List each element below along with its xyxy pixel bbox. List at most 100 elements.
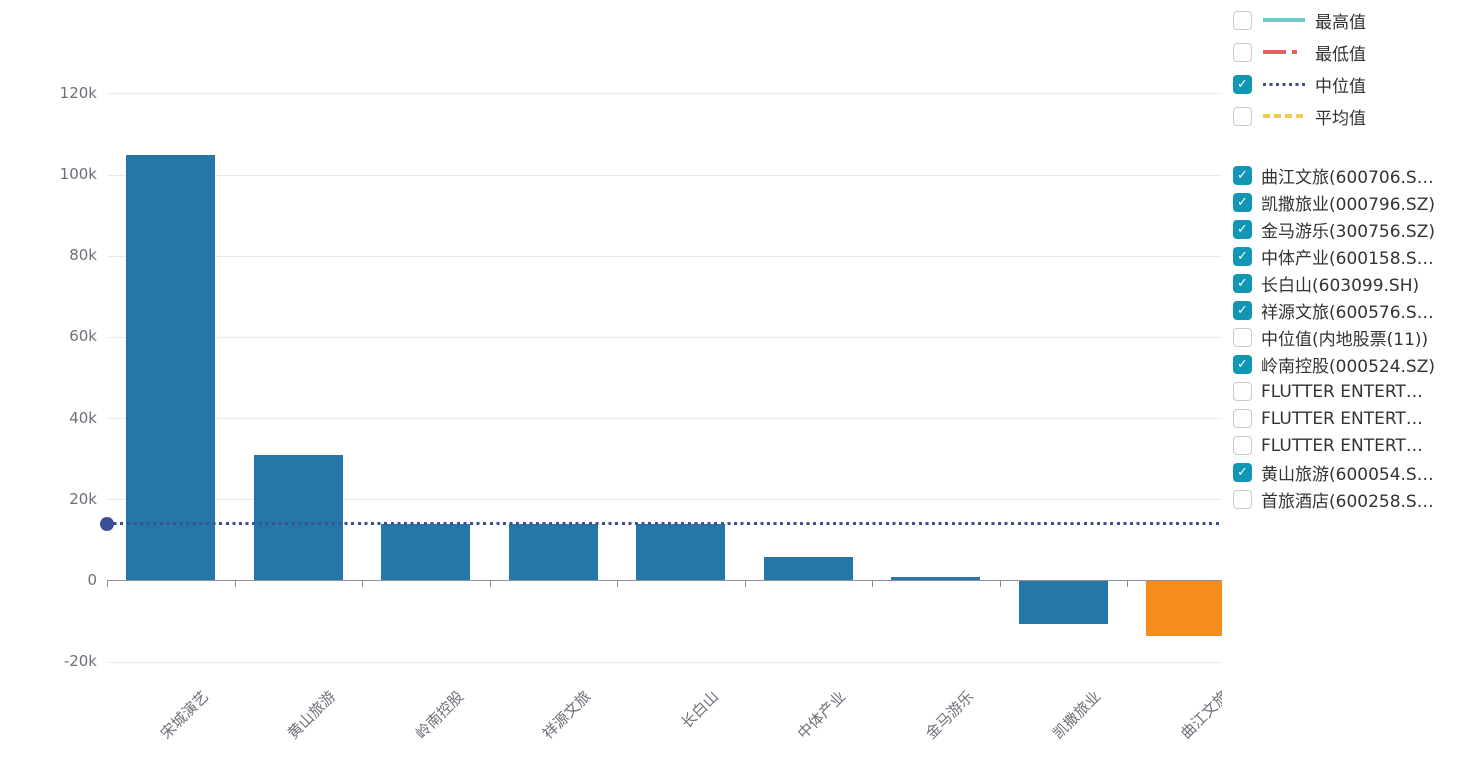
bar-长白山[interactable] bbox=[636, 524, 726, 581]
axis-tick bbox=[107, 581, 108, 587]
bar-chart-plot-area: 120k 100k 80k 60k 40k 20k 0 -20k 宋城演艺 黄山旅游 岭南控股 祥源文… bbox=[59, 83, 1222, 743]
series-checkbox[interactable]: ✓ bbox=[1233, 247, 1252, 266]
series-checkbox[interactable] bbox=[1233, 409, 1252, 428]
grid-line bbox=[107, 255, 1222, 257]
dashdot-line-sample-icon bbox=[1263, 50, 1305, 54]
metric-checkbox[interactable]: ✓ bbox=[1233, 74, 1252, 94]
bar-宋城演艺[interactable] bbox=[126, 154, 216, 581]
series-checkbox[interactable]: ✓ bbox=[1233, 463, 1252, 482]
dashed-line-sample-icon bbox=[1263, 114, 1305, 118]
series-legend-row[interactable]: FLUTTER ENTERT… bbox=[1233, 432, 1477, 459]
legend-metric-row[interactable]: 平均值 bbox=[1233, 100, 1477, 132]
grid-line bbox=[107, 418, 1222, 420]
bar-中体产业[interactable] bbox=[763, 556, 853, 581]
solid-line-sample-icon bbox=[1263, 18, 1305, 22]
series-legend-row[interactable]: 首旅酒店(600258.S… bbox=[1233, 486, 1477, 513]
series-legend-row[interactable]: ✓ 祥源文旅(600576.S… bbox=[1233, 297, 1477, 324]
series-checkbox[interactable] bbox=[1233, 382, 1252, 401]
bar-金马游乐[interactable] bbox=[891, 577, 981, 581]
grid-line bbox=[107, 336, 1222, 338]
series-label: 长白山(603099.SH) bbox=[1261, 276, 1420, 296]
bar-黄山旅游[interactable] bbox=[253, 454, 343, 581]
metric-label: 中位值 bbox=[1315, 76, 1366, 97]
bar-祥源文旅[interactable] bbox=[508, 524, 598, 581]
axis-tick bbox=[999, 581, 1001, 587]
metric-label: 最低值 bbox=[1315, 44, 1366, 65]
series-label: 曲江文旅(600706.S… bbox=[1261, 168, 1434, 188]
series-legend-row[interactable]: 中位值(内地股票(11)) bbox=[1233, 324, 1477, 351]
metric-checkbox[interactable] bbox=[1233, 106, 1252, 126]
metric-label: 平均值 bbox=[1315, 108, 1366, 129]
axis-tick bbox=[489, 581, 491, 587]
x-axis-label: 宋城演艺 bbox=[156, 687, 212, 743]
bar-岭南控股[interactable] bbox=[381, 523, 471, 581]
median-line-start-dot bbox=[100, 516, 114, 531]
x-axis-label: 长白山 bbox=[677, 687, 722, 732]
series-legend-row[interactable]: FLUTTER ENTERT… bbox=[1233, 378, 1477, 405]
series-checkbox[interactable]: ✓ bbox=[1233, 220, 1252, 239]
series-label: 金马游乐(300756.SZ) bbox=[1261, 222, 1436, 242]
metric-label: 最高值 bbox=[1315, 12, 1366, 33]
series-legend-row[interactable]: ✓ 金马游乐(300756.SZ) bbox=[1233, 216, 1477, 243]
grid-line bbox=[107, 174, 1222, 176]
y-axis-label: 100k bbox=[59, 165, 97, 183]
x-axis-label: 金马游乐 bbox=[921, 687, 977, 743]
x-axis-label: 岭南控股 bbox=[411, 687, 467, 743]
y-axis-label: 60k bbox=[69, 327, 97, 346]
axis-tick bbox=[872, 581, 873, 587]
dotted-line-sample-icon bbox=[1263, 82, 1305, 86]
axis-tick bbox=[362, 581, 363, 587]
series-checkbox[interactable]: ✓ bbox=[1233, 193, 1252, 212]
series-label: 凯撒旅业(000796.SZ) bbox=[1261, 195, 1436, 215]
y-axis-label: 80k bbox=[69, 246, 97, 265]
bar-凯撒旅业[interactable] bbox=[1018, 581, 1108, 625]
grid-line bbox=[107, 93, 1222, 95]
series-checkbox[interactable]: ✓ bbox=[1233, 166, 1252, 185]
y-axis-label: 40k bbox=[69, 408, 97, 427]
x-axis-label: 祥源文旅 bbox=[539, 687, 595, 743]
grid-line bbox=[107, 661, 1222, 663]
metric-checkbox[interactable] bbox=[1233, 10, 1252, 30]
y-axis-label: 0 bbox=[87, 571, 97, 589]
axis-tick bbox=[617, 581, 618, 587]
legend-metric-row[interactable]: 最高值 bbox=[1233, 4, 1477, 36]
series-checkbox[interactable]: ✓ bbox=[1233, 274, 1252, 293]
series-checkbox[interactable] bbox=[1233, 490, 1252, 509]
series-label: FLUTTER ENTERT… bbox=[1261, 381, 1423, 402]
series-checkbox[interactable] bbox=[1233, 436, 1252, 455]
series-label: 首旅酒店(600258.S… bbox=[1261, 492, 1434, 512]
series-legend-row[interactable]: ✓ 长白山(603099.SH) bbox=[1233, 270, 1477, 297]
y-axis-label: 20k bbox=[69, 489, 97, 508]
metric-checkbox[interactable] bbox=[1233, 42, 1252, 62]
series-label: 中位值(内地股票(11)) bbox=[1261, 330, 1429, 350]
metric-legend: 最高值最低值 ✓ 中位值平均值 bbox=[1233, 4, 1477, 132]
series-legend-row[interactable]: ✓ 凯撒旅业(000796.SZ) bbox=[1233, 189, 1477, 216]
axis-tick bbox=[234, 581, 236, 587]
series-label: 岭南控股(000524.SZ) bbox=[1261, 357, 1436, 377]
series-legend-row[interactable]: ✓ 岭南控股(000524.SZ) bbox=[1233, 351, 1477, 378]
series-legend-row[interactable]: FLUTTER ENTERT… bbox=[1233, 405, 1477, 432]
series-legend: ✓ 曲江文旅(600706.S… ✓ 凯撒旅业(000796.SZ) ✓ 金马游乐(300… bbox=[1233, 162, 1477, 513]
series-legend-row[interactable]: ✓ 中体产业(600158.S… bbox=[1233, 243, 1477, 270]
series-legend-row[interactable]: ✓ 曲江文旅(600706.S… bbox=[1233, 162, 1477, 189]
legend-metric-row[interactable]: 最低值 bbox=[1233, 36, 1477, 68]
series-label: 祥源文旅(600576.S… bbox=[1261, 303, 1434, 323]
bar-曲江文旅[interactable] bbox=[1146, 581, 1222, 637]
grid-line bbox=[107, 499, 1222, 501]
axis-tick bbox=[1127, 581, 1128, 587]
x-axis-label: 黄山旅游 bbox=[284, 687, 340, 743]
x-axis-label: 凯撒旅业 bbox=[1049, 687, 1105, 743]
x-axis-line bbox=[107, 580, 1222, 581]
series-legend-row[interactable]: ✓ 黄山旅游(600054.S… bbox=[1233, 459, 1477, 486]
median-line bbox=[107, 522, 1220, 525]
series-label: 黄山旅游(600054.S… bbox=[1261, 465, 1434, 485]
y-axis-label: -20k bbox=[63, 652, 97, 671]
series-checkbox[interactable] bbox=[1233, 328, 1252, 347]
series-checkbox[interactable]: ✓ bbox=[1233, 355, 1252, 374]
series-checkbox[interactable]: ✓ bbox=[1233, 301, 1252, 320]
x-axis-label: 中体产业 bbox=[794, 687, 850, 743]
y-axis-label: 120k bbox=[59, 83, 97, 102]
series-label: FLUTTER ENTERT… bbox=[1261, 435, 1423, 456]
legend-metric-row[interactable]: ✓ 中位值 bbox=[1233, 68, 1477, 100]
